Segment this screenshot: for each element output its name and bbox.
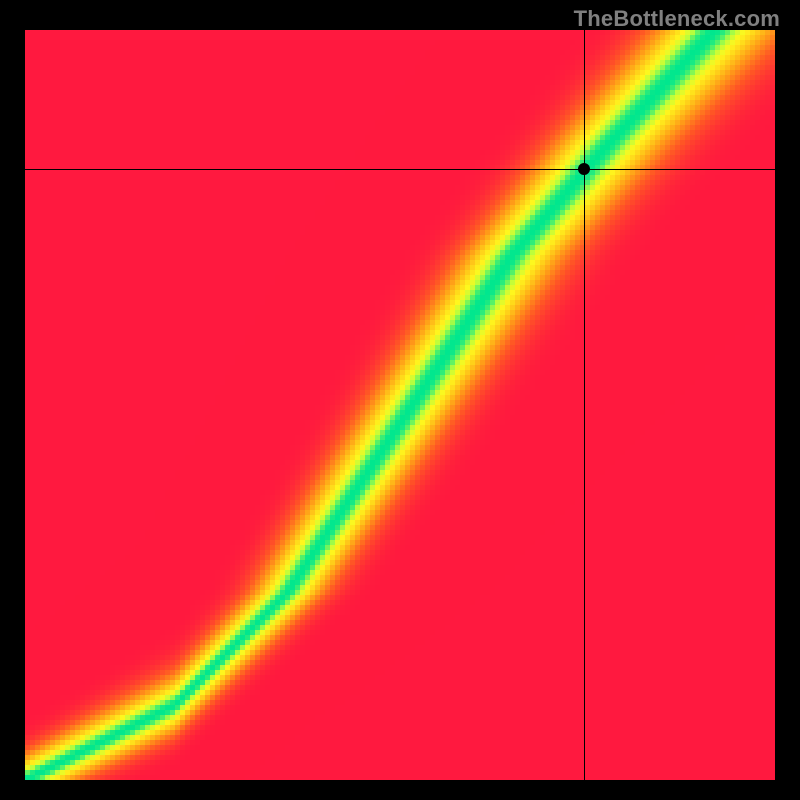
crosshair-horizontal <box>25 169 775 170</box>
heatmap-plot <box>25 30 775 780</box>
heatmap-canvas <box>25 30 775 780</box>
watermark-text: TheBottleneck.com <box>574 6 780 32</box>
crosshair-marker <box>578 163 590 175</box>
crosshair-vertical <box>584 30 585 780</box>
